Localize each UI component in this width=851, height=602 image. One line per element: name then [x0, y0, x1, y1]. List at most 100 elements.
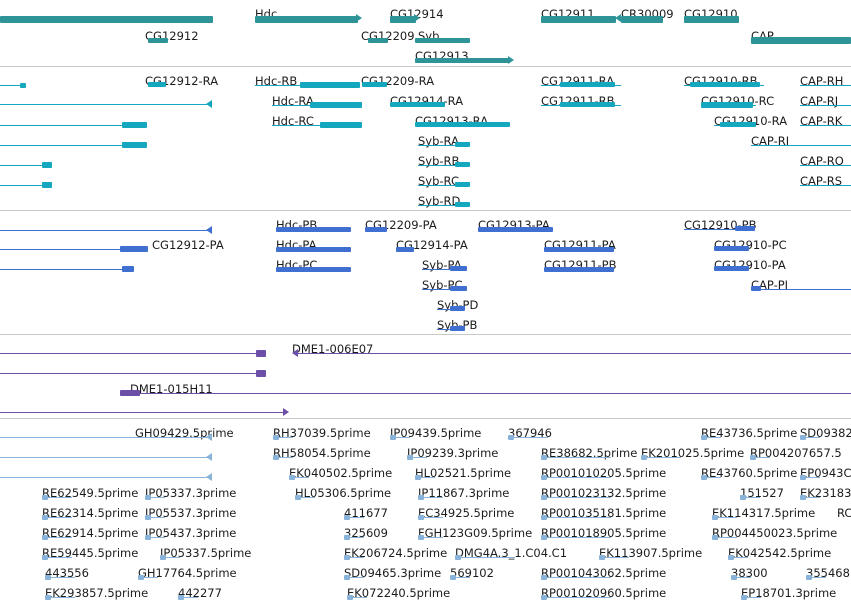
- feature-glyph[interactable]: [541, 535, 547, 540]
- feature-glyph[interactable]: [712, 515, 718, 520]
- feature-glyph[interactable]: [541, 595, 547, 600]
- feature-glyph[interactable]: [450, 266, 467, 271]
- feature-glyph[interactable]: [621, 16, 663, 23]
- feature-glyph[interactable]: [508, 435, 514, 440]
- feature-glyph[interactable]: [145, 495, 151, 500]
- feature-glyph[interactable]: [138, 575, 144, 580]
- feature-glyph[interactable]: [701, 102, 753, 108]
- feature-glyph[interactable]: [256, 350, 266, 357]
- feature-glyph[interactable]: [42, 555, 48, 560]
- feature-glyph[interactable]: [750, 455, 756, 460]
- feature-glyph[interactable]: [256, 370, 266, 377]
- feature-label-gh09429-5prime[interactable]: GH09429.5prime: [135, 426, 234, 440]
- feature-glyph[interactable]: [120, 246, 148, 252]
- feature-glyph[interactable]: [418, 495, 424, 500]
- feature-glyph[interactable]: [407, 455, 413, 460]
- feature-glyph[interactable]: [541, 475, 547, 480]
- feature-label-sd09465-3prime[interactable]: SD09465.3prime: [344, 566, 442, 580]
- feature-label-rh37039-5prime[interactable]: RH37039.5prime: [273, 426, 371, 440]
- feature-glyph[interactable]: [455, 142, 470, 147]
- feature-label-rh58054-5prime[interactable]: RH58054.5prime: [273, 446, 371, 460]
- feature-label-442277[interactable]: 442277: [178, 586, 222, 600]
- feature-glyph[interactable]: [714, 266, 749, 271]
- feature-label-ip09239-3prime[interactable]: IP09239.3prime: [407, 446, 499, 460]
- feature-glyph[interactable]: [295, 495, 301, 500]
- feature-glyph[interactable]: [450, 575, 456, 580]
- feature-glyph[interactable]: [344, 515, 350, 520]
- feature-label-re62314-5prime[interactable]: RE62314.5prime: [42, 506, 139, 520]
- feature-label-syb-rb[interactable]: Syb-RB: [418, 154, 460, 168]
- feature-glyph[interactable]: [289, 475, 295, 480]
- feature-glyph[interactable]: [712, 535, 718, 540]
- feature-label-syb-pb[interactable]: Syb-PB: [437, 318, 478, 332]
- feature-glyph[interactable]: [418, 535, 424, 540]
- feature-glyph[interactable]: [541, 495, 547, 500]
- feature-label-sd09382[interactable]: SD09382: [800, 426, 851, 440]
- feature-label-367946[interactable]: 367946: [508, 426, 552, 440]
- feature-glyph[interactable]: [0, 16, 213, 23]
- feature-glyph[interactable]: [45, 575, 51, 580]
- feature-label-cap-rj[interactable]: CAP-RJ: [800, 94, 839, 108]
- feature-glyph[interactable]: [310, 102, 362, 108]
- feature-glyph[interactable]: [751, 286, 761, 291]
- feature-label-411677[interactable]: 411677: [344, 506, 388, 520]
- feature-glyph[interactable]: [148, 82, 166, 87]
- feature-glyph[interactable]: [145, 515, 151, 520]
- feature-glyph[interactable]: [273, 455, 279, 460]
- feature-glyph[interactable]: [450, 286, 467, 291]
- feature-label-ep18701-3prime[interactable]: EP18701.3prime: [741, 586, 837, 600]
- feature-glyph[interactable]: [560, 102, 615, 107]
- feature-label-rc[interactable]: RC: [837, 506, 851, 520]
- feature-label-ip05337-3prime[interactable]: IP05337.3prime: [145, 486, 237, 500]
- feature-glyph[interactable]: [418, 515, 424, 520]
- feature-label-ip09439-5prime[interactable]: IP09439.5prime: [390, 426, 482, 440]
- feature-glyph[interactable]: [415, 475, 421, 480]
- feature-label-hdc-ra[interactable]: Hdc-RA: [272, 94, 314, 108]
- feature-glyph[interactable]: [800, 495, 806, 500]
- feature-glyph[interactable]: [800, 475, 806, 480]
- feature-glyph[interactable]: [541, 575, 547, 580]
- feature-glyph[interactable]: [276, 247, 351, 252]
- feature-label-cg12912-pa[interactable]: CG12912-PA: [152, 238, 224, 252]
- feature-glyph[interactable]: [390, 102, 445, 107]
- feature-glyph[interactable]: [42, 162, 52, 168]
- feature-glyph[interactable]: [390, 16, 416, 23]
- feature-label-355468[interactable]: 355468: [806, 566, 850, 580]
- feature-glyph[interactable]: [344, 535, 350, 540]
- feature-label-rp004207657-5[interactable]: RP004207657.5: [750, 446, 842, 460]
- feature-label-ep0943c[interactable]: EP0943C: [800, 466, 851, 480]
- feature-label-ek042542-5prime[interactable]: EK042542.5prime: [728, 546, 832, 560]
- feature-label-gh17764-5prime[interactable]: GH17764.5prime: [138, 566, 237, 580]
- feature-label-dmg4a-3-1-c04-c1[interactable]: DMG4A.3_1.C04.C1: [455, 546, 568, 560]
- feature-label-ip05537-3prime[interactable]: IP05537.3prime: [145, 506, 237, 520]
- feature-label-rp001018905-5prime[interactable]: RP001018905.5prime: [541, 526, 667, 540]
- feature-glyph[interactable]: [148, 38, 168, 43]
- feature-glyph[interactable]: [396, 247, 414, 252]
- feature-label-ek23183[interactable]: EK23183: [800, 486, 851, 500]
- feature-glyph[interactable]: [42, 535, 48, 540]
- feature-label-rp001035181-5prime[interactable]: RP001035181.5prime: [541, 506, 667, 520]
- feature-glyph[interactable]: [541, 515, 547, 520]
- feature-glyph[interactable]: [160, 555, 166, 560]
- feature-label-cap-rs[interactable]: CAP-RS: [800, 174, 843, 188]
- feature-label-hdc-rb[interactable]: Hdc-RB: [255, 74, 298, 88]
- feature-label-syb-rc[interactable]: Syb-RC: [418, 174, 460, 188]
- feature-glyph[interactable]: [544, 267, 614, 272]
- feature-label-ek113907-5prime[interactable]: EK113907.5prime: [599, 546, 703, 560]
- feature-glyph[interactable]: [541, 455, 547, 460]
- feature-label-ip11867-3prime[interactable]: IP11867.3prime: [418, 486, 510, 500]
- feature-glyph[interactable]: [344, 555, 350, 560]
- feature-glyph[interactable]: [320, 122, 362, 128]
- feature-glyph[interactable]: [800, 435, 806, 440]
- feature-label-rp004450023-5prime[interactable]: RP004450023.5prime: [712, 526, 838, 540]
- feature-glyph[interactable]: [415, 58, 510, 63]
- feature-glyph[interactable]: [122, 122, 147, 128]
- feature-label-ip05337-5prime[interactable]: IP05337.5prime: [160, 546, 252, 560]
- feature-glyph[interactable]: [720, 122, 756, 127]
- feature-label-151527[interactable]: 151527: [740, 486, 784, 500]
- feature-label-re62914-5prime[interactable]: RE62914.5prime: [42, 526, 139, 540]
- feature-glyph[interactable]: [145, 535, 151, 540]
- feature-glyph[interactable]: [276, 267, 351, 272]
- feature-glyph[interactable]: [740, 495, 746, 500]
- feature-label-ip05437-3prime[interactable]: IP05437.3prime: [145, 526, 237, 540]
